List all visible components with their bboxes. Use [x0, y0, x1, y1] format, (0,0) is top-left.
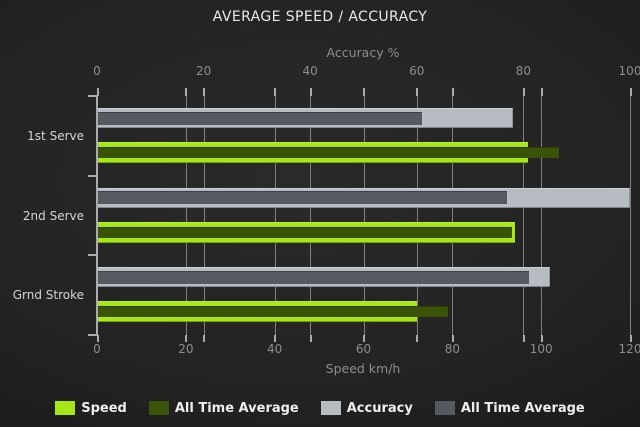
bottom-axis-tick-label: 120	[618, 342, 640, 356]
bottom-axis-tick	[274, 335, 277, 342]
bottom-axis-tick	[629, 88, 632, 96]
bar-all-time-average-2nd-serve[interactable]	[98, 226, 513, 238]
bottom-axis-tick	[96, 335, 99, 342]
bottom-axis-tick	[540, 335, 543, 342]
chart-title: AVERAGE SPEED / ACCURACY	[212, 9, 428, 25]
legend-label: Accuracy	[346, 400, 413, 416]
bottom-axis-tick	[363, 335, 365, 342]
bottom-gridline	[363, 96, 365, 335]
top-gridline	[310, 96, 312, 335]
legend-swatch	[434, 401, 455, 415]
top-axis-tick	[309, 88, 312, 96]
top-gridline	[416, 96, 418, 335]
bottom-axis-tick-label: 20	[178, 342, 194, 356]
bottom-gridline	[274, 96, 276, 335]
top-axis-tick-label: 40	[302, 64, 318, 78]
category-label-1st-serve: 1st Serve	[27, 128, 84, 143]
top-axis-tick-label: 20	[195, 64, 212, 78]
top-axis-title: Accuracy %	[326, 45, 400, 60]
top-axis-tick	[416, 88, 419, 96]
legend-swatch	[320, 401, 341, 415]
legend-item-all-time-average-1[interactable]: All Time Average	[148, 400, 299, 416]
category-label-grnd-stroke: Grnd Stroke	[12, 288, 84, 303]
top-axis-tick	[522, 88, 525, 96]
bar-all-time-average-1st-serve[interactable]	[98, 147, 559, 158]
y-axis-line	[96, 96, 98, 336]
top-axis-tick-label: 80	[515, 64, 532, 78]
category-boundary-tick	[88, 95, 97, 97]
legend-label: All Time Average	[460, 400, 585, 416]
bottom-axis-tick-label: 100	[529, 342, 553, 356]
bottom-axis-tick-label: 80	[444, 342, 460, 356]
bottom-gridline	[185, 96, 187, 335]
top-axis-tick	[203, 88, 206, 96]
bottom-axis-tick	[185, 88, 188, 96]
top-axis-tick	[522, 335, 525, 342]
bottom-axis-tick	[540, 88, 543, 96]
category-boundary-tick	[88, 334, 97, 336]
bottom-axis-tick	[451, 335, 454, 342]
top-axis-tick	[416, 335, 419, 342]
category-boundary-tick	[88, 174, 97, 177]
top-axis-tick-label: 0	[93, 64, 101, 78]
bottom-axis-tick	[363, 88, 365, 96]
top-axis-tick	[309, 335, 312, 342]
top-axis-tick	[203, 335, 206, 342]
bottom-axis-tick	[185, 335, 188, 342]
legend-label: Speed	[81, 400, 127, 416]
bottom-gridline	[452, 96, 454, 335]
legend-item-all-time-average-3[interactable]: All Time Average	[434, 400, 585, 416]
bar-all-time-average-2nd-serve[interactable]	[98, 191, 508, 205]
bottom-axis-tick	[629, 335, 632, 342]
top-gridline	[203, 96, 205, 335]
legend-swatch	[55, 401, 76, 415]
legend: Speed All Time Average Accuracy All Time Av…	[0, 397, 640, 419]
bottom-axis-tick	[274, 88, 277, 96]
bottom-axis-tick-label: 40	[267, 342, 283, 356]
legend-item-speed-0[interactable]: Speed	[55, 401, 127, 416]
legend-swatch	[148, 401, 169, 415]
bottom-axis-tick-label: 0	[93, 342, 101, 356]
bottom-gridline	[630, 96, 631, 335]
bottom-axis-tick	[451, 88, 454, 96]
top-axis-tick-label: 100	[618, 64, 640, 78]
legend-item-accuracy-2[interactable]: Accuracy	[320, 400, 413, 416]
category-label-2nd-serve: 2nd Serve	[22, 208, 84, 223]
top-gridline	[523, 96, 525, 335]
legend-label: All Time Average	[174, 400, 299, 416]
bar-all-time-average-grnd-stroke[interactable]	[98, 270, 529, 284]
bar-all-time-average-1st-serve[interactable]	[98, 111, 423, 125]
bar-all-time-average-grnd-stroke[interactable]	[98, 306, 448, 318]
top-axis-tick-label: 60	[409, 64, 425, 78]
bottom-axis-tick-label: 60	[355, 342, 372, 356]
bottom-gridline	[541, 96, 543, 335]
bottom-axis-tick	[96, 88, 99, 96]
bottom-axis-title: Speed km/h	[325, 361, 401, 376]
category-boundary-tick	[88, 254, 97, 257]
